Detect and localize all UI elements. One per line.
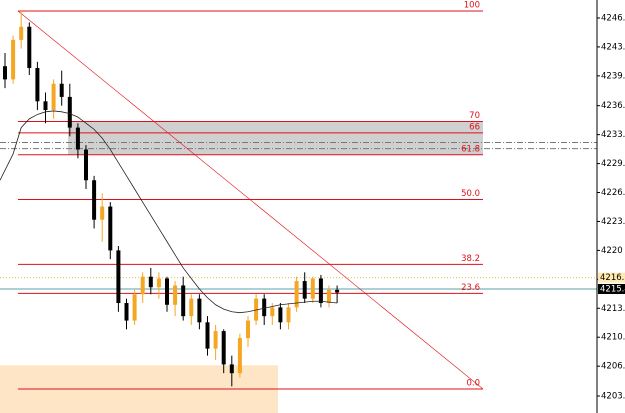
candle-body <box>205 322 210 349</box>
candle-body <box>124 303 129 321</box>
candle-body <box>197 298 202 323</box>
fib-zone <box>68 121 483 155</box>
candle-body <box>132 294 137 321</box>
candle-body <box>19 26 24 40</box>
price-marker-label: 4216.7 <box>600 273 625 283</box>
y-tick-label: 4213.4 <box>601 304 625 314</box>
candle-body <box>67 96 72 128</box>
candle-body <box>100 206 105 220</box>
candle-body <box>35 67 40 102</box>
fib-label: 100 <box>464 0 480 10</box>
y-tick-label: 4203.4 <box>601 391 625 401</box>
candle-body <box>310 278 315 299</box>
candle-body <box>59 83 64 97</box>
y-tick-label: 4246.5 <box>601 13 625 23</box>
candle-body <box>156 278 161 288</box>
y-tick-label: 4243.2 <box>601 42 625 52</box>
candle-body <box>237 338 242 374</box>
candle-body <box>11 39 16 80</box>
candle-body <box>318 278 323 304</box>
fib-label: 38.2 <box>461 254 480 264</box>
candle-body <box>92 180 97 220</box>
candle-body <box>246 320 250 339</box>
moving-average <box>0 110 338 314</box>
candle-body <box>327 289 331 304</box>
candle-body <box>165 278 169 305</box>
candle-body <box>84 149 88 181</box>
price-marker-label: 4215.4 <box>600 284 625 294</box>
fib-label: 70 <box>469 111 480 121</box>
candle-body <box>302 281 307 299</box>
y-tick-label: 4226.6 <box>601 188 625 198</box>
candle-body <box>335 289 340 293</box>
fib-label: 61.8 <box>461 144 480 154</box>
candle-body <box>173 285 178 305</box>
candle-body <box>270 307 275 317</box>
y-tick-label: 4233.2 <box>601 130 625 140</box>
candle-body <box>254 298 259 321</box>
candle-body <box>278 307 283 323</box>
fib-label: 0.0 <box>466 378 480 388</box>
price-marker <box>598 283 625 294</box>
candle-body <box>286 307 291 323</box>
candle-body <box>140 276 145 295</box>
candle-body <box>229 364 234 374</box>
candle-body <box>3 66 7 80</box>
y-tick-label: 4229.9 <box>601 159 625 169</box>
candle-body <box>108 206 113 251</box>
fib-label: 50.0 <box>461 189 480 199</box>
y-tick-label: 4223.3 <box>601 217 625 227</box>
candle-body <box>43 101 48 111</box>
y-tick-label: 4236.5 <box>601 101 625 111</box>
candle-body <box>51 83 56 111</box>
candle-body <box>189 298 194 317</box>
y-tick-label: 4210.1 <box>601 333 625 343</box>
trend-line <box>17 10 484 390</box>
y-tick-label: 4220 <box>601 246 623 256</box>
y-tick-label: 4206.8 <box>601 362 625 372</box>
candle-body <box>221 331 226 365</box>
price-marker <box>598 272 625 283</box>
candle-body <box>213 331 218 349</box>
fib-label: 66 <box>469 122 480 132</box>
candle-body <box>294 281 299 308</box>
y-tick-label: 4239.9 <box>601 71 625 81</box>
candle-body <box>75 127 80 150</box>
candle-body <box>27 26 32 68</box>
candle-body <box>148 276 153 288</box>
candle-body <box>116 250 121 304</box>
candle-body <box>181 285 186 317</box>
candle-body <box>262 298 267 317</box>
fib-label: 23.6 <box>461 283 480 293</box>
